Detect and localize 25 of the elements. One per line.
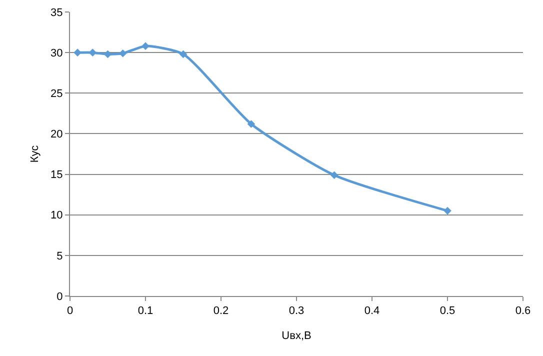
y-tick-label: 35 xyxy=(50,6,63,19)
x-tick-label: 0.4 xyxy=(364,305,380,318)
x-tick-label: 0.1 xyxy=(138,305,154,318)
y-tick-label: 0 xyxy=(56,290,63,303)
x-tick-label: 0 xyxy=(66,305,74,318)
y-axis-title: Кус xyxy=(29,144,41,163)
x-tick-label: 0.5 xyxy=(440,305,456,318)
point xyxy=(444,206,452,215)
point xyxy=(179,50,188,58)
point xyxy=(88,48,97,56)
x-tick-label: 0.2 xyxy=(213,305,229,318)
point xyxy=(142,42,150,50)
y-tick-label: 10 xyxy=(50,210,63,222)
x-tick-label: 0.3 xyxy=(288,305,304,318)
point xyxy=(74,48,82,56)
y-tick-label: 25 xyxy=(50,88,63,100)
point xyxy=(247,120,256,128)
y-tick-label: 5 xyxy=(56,250,63,262)
point xyxy=(330,171,338,179)
y-tick-label: 30 xyxy=(50,47,63,60)
point xyxy=(104,50,112,58)
x-tick-label: 0.6 xyxy=(515,305,531,318)
x-axis-title: Uвх,В xyxy=(282,330,312,342)
y-tick-label: 15 xyxy=(50,169,63,182)
y-tick-label: 20 xyxy=(50,128,63,141)
